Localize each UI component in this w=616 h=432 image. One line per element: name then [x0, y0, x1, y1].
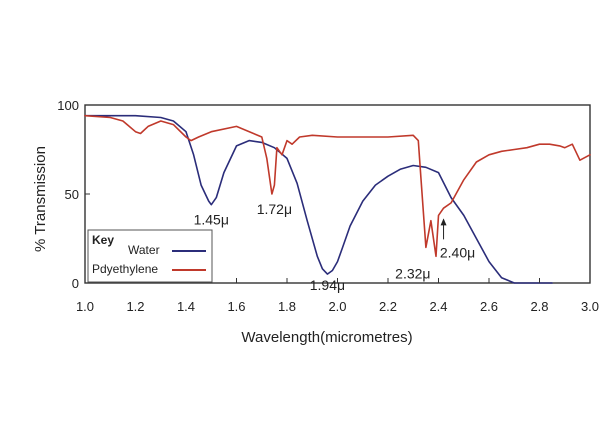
- tick-labels: 1.0 1.2 1.4 1.6 1.8 2.0 2.2 2.4 2.6 2.8 3.0 0 50 100: [57, 98, 599, 314]
- series-line-pdyethylene: [84, 114, 591, 258]
- legend: Key Water Pdyethylene: [87, 229, 213, 283]
- x-tick-label: 1.8: [278, 299, 296, 314]
- x-tick-label: 2.8: [530, 299, 548, 314]
- annotation-label: 2.40μ: [440, 244, 475, 260]
- series-line-water: [84, 114, 553, 284]
- annotation-label: 1.94μ: [310, 277, 345, 293]
- y-axis-title: % Transmission: [32, 146, 49, 252]
- annotations: 1.45μ 1.72μ 1.94μ 2.32μ 2.40μ: [194, 201, 476, 293]
- x-tick-label: 1.4: [177, 299, 195, 314]
- series-layer: [84, 114, 591, 284]
- x-tick-label: 1.0: [76, 299, 94, 314]
- x-axis-title: Wavelength(micrometres): [241, 329, 412, 346]
- x-tick-label: 3.0: [581, 299, 599, 314]
- legend-box: [87, 229, 213, 283]
- annotation-label: 2.32μ: [395, 265, 430, 281]
- legend-label-pdyethylene: Pdyethylene: [92, 262, 158, 276]
- y-tick-label: 50: [65, 187, 79, 202]
- x-tick-label: 2.0: [328, 299, 346, 314]
- x-tick-label: 1.2: [126, 299, 144, 314]
- legend-label-water: Water: [128, 243, 160, 257]
- annotation-label: 1.45μ: [194, 212, 229, 228]
- annotation-label: 1.72μ: [257, 201, 292, 217]
- y-tick-label: 100: [57, 98, 79, 113]
- x-tick-label: 1.6: [227, 299, 245, 314]
- annotation-arrowhead: [440, 218, 447, 226]
- y-tick-label: 0: [72, 276, 79, 291]
- legend-title: Key: [92, 233, 114, 247]
- x-tick-label: 2.6: [480, 299, 498, 314]
- x-tick-label: 2.4: [429, 299, 447, 314]
- x-tick-label: 2.2: [379, 299, 397, 314]
